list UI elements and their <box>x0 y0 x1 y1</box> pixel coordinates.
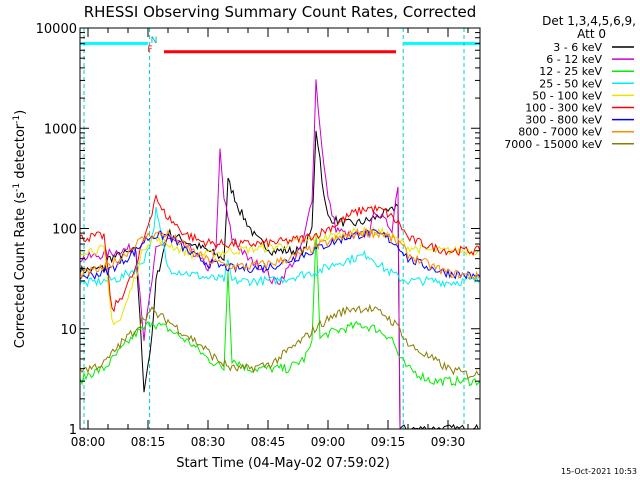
series-line-5 <box>79 193 481 313</box>
legend-header-line-1: Det 1,3,4,5,6,9, <box>542 14 636 28</box>
x-axis-label: Start Time (04-May-02 07:59:02) <box>176 456 390 471</box>
attenuator-lines-layer <box>83 28 465 429</box>
y-axis-label-part: detector <box>13 123 28 183</box>
legend-label: 25 - 50 keV <box>539 77 602 90</box>
series-line-2 <box>79 232 481 387</box>
legend-label: 7000 - 15000 keV <box>504 138 602 151</box>
legend-label: 100 - 300 keV <box>525 102 602 115</box>
x-tick-label: 08:15 <box>131 435 166 449</box>
y-tick-label: 1000 <box>44 122 77 137</box>
legend-header-line-2: Att 0 <box>577 27 606 41</box>
y-tick-label: 100 <box>52 223 77 238</box>
x-tick-label: 09:30 <box>431 435 466 449</box>
x-tick-label: 09:15 <box>371 435 406 449</box>
y-axis-label-sup: -1 <box>12 183 22 192</box>
y-tick-label: 10 <box>60 323 77 338</box>
series-layer <box>79 79 481 430</box>
series-line-6 <box>79 228 481 280</box>
x-tick-label: 08:00 <box>71 435 106 449</box>
y-tick-label: 1 <box>69 423 77 438</box>
marker-f: F <box>147 45 152 55</box>
x-axis: 08:00 08:15 08:30 08:45 09:00 09:15 09:30 <box>71 28 469 449</box>
y-axis-label-part: Corrected Count Rate (s <box>13 192 28 349</box>
series-line-7 <box>79 227 481 281</box>
footer-timestamp: 15-Oct-2021 10:53 <box>561 467 637 476</box>
marker-n: N <box>151 36 158 46</box>
status-markers: NF <box>147 36 157 55</box>
observing-bars-layer <box>80 42 480 54</box>
y-axis-label-part: ) <box>13 110 28 115</box>
x-tick-label: 09:00 <box>311 435 346 449</box>
y-axis-label-sup: -1 <box>12 115 22 124</box>
legend-label: 3 - 6 keV <box>553 41 602 54</box>
x-tick-label: 08:45 <box>251 435 286 449</box>
x-tick-label: 08:30 <box>191 435 226 449</box>
y-tick-label: 10000 <box>36 22 77 37</box>
series-line-8 <box>79 303 481 380</box>
legend-label: 800 - 7000 keV <box>518 126 602 139</box>
chart-title: RHESSI Observing Summary Count Rates, Co… <box>84 3 477 21</box>
legend-label: 6 - 12 keV <box>546 53 602 66</box>
legend-label: 50 - 100 keV <box>532 89 602 102</box>
series-line-0 <box>79 130 480 430</box>
y-axis: 1 10 100 1000 10000 <box>36 22 480 438</box>
series-line-3 <box>79 207 481 289</box>
series-line-4 <box>79 225 481 326</box>
legend-label: 12 - 25 keV <box>539 65 602 78</box>
legend-label: 300 - 800 keV <box>525 114 602 127</box>
y-axis-label: Corrected Count Rate (s-1 detector-1) <box>12 110 28 348</box>
